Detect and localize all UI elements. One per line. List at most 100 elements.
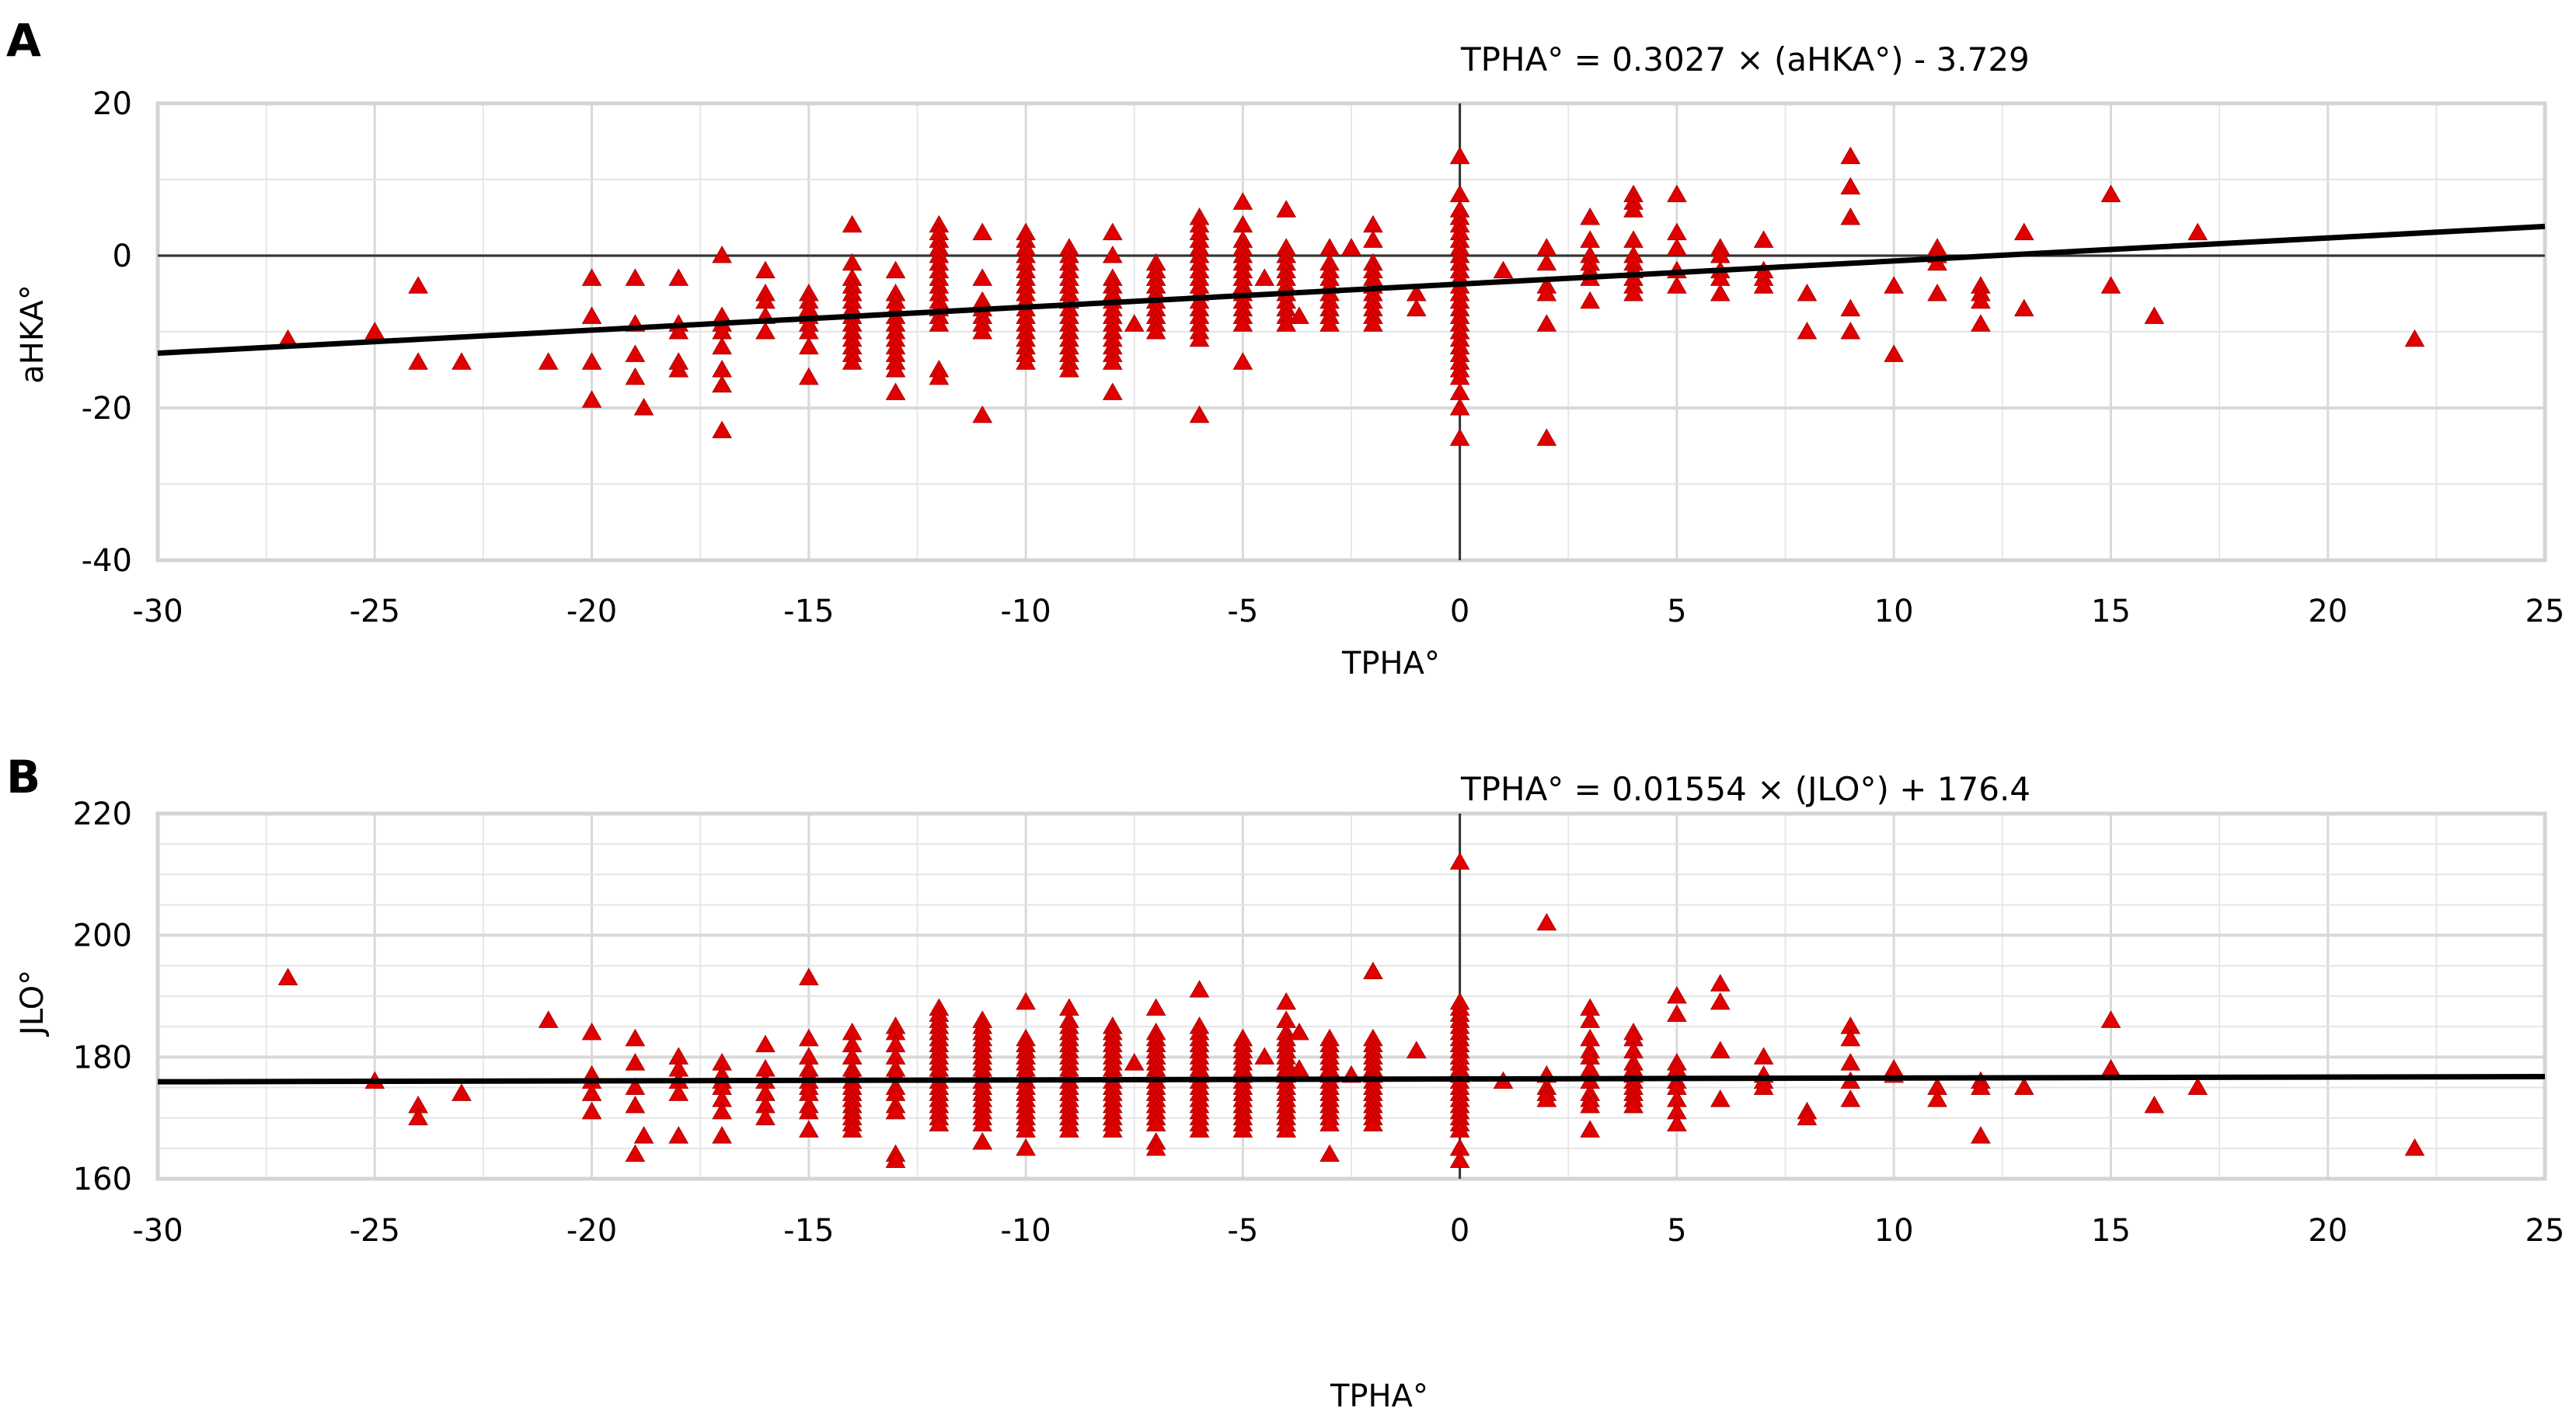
data-point — [2144, 306, 2165, 324]
y-tick-label: 220 — [73, 796, 132, 832]
x-tick-label: 5 — [1667, 594, 1686, 629]
data-point — [1623, 1095, 1644, 1114]
data-point — [1102, 382, 1123, 400]
data-point — [1580, 207, 1601, 225]
plot-area-border — [155, 101, 2547, 563]
x-tick-label: 0 — [1450, 1213, 1469, 1249]
data-point — [1449, 382, 1470, 400]
data-point — [408, 276, 428, 294]
data-point — [1623, 200, 1644, 218]
data-point — [712, 359, 732, 378]
x-tick-labels-a: -30 -25 -20 -15 -10 -5 0 5 10 15 20 25 — [132, 594, 2564, 629]
data-point — [451, 352, 472, 370]
x-tick-label: 5 — [1667, 1213, 1686, 1249]
data-point — [712, 1101, 732, 1120]
data-point — [1623, 283, 1644, 301]
data-point — [1319, 1114, 1340, 1131]
data-point — [1971, 314, 1991, 332]
data-point — [885, 1101, 906, 1120]
data-point — [1884, 276, 1905, 294]
data-point — [1363, 314, 1383, 332]
data-point — [1971, 291, 1991, 309]
data-point — [538, 352, 559, 370]
data-point — [625, 1053, 646, 1071]
data-point — [1276, 992, 1297, 1010]
data-point — [1710, 1089, 1731, 1107]
data-point — [1254, 1047, 1275, 1065]
data-point — [1753, 1077, 1774, 1095]
data-point — [712, 420, 732, 438]
x-tick-label: 20 — [2308, 1213, 2348, 1249]
data-point — [1016, 992, 1036, 1010]
trendline-a-group — [157, 223, 2546, 357]
data-point — [1289, 1022, 1309, 1040]
data-point — [1580, 1120, 1601, 1138]
plot-area-border — [155, 811, 2547, 1181]
data-point — [1102, 1120, 1123, 1138]
data-point — [1840, 1053, 1861, 1071]
data-point — [755, 1034, 776, 1053]
data-point — [625, 367, 646, 385]
data-point — [1449, 397, 1470, 416]
y-tick-label: 160 — [73, 1162, 132, 1197]
data-point — [885, 359, 906, 378]
data-point — [1840, 298, 1861, 317]
data-point — [633, 397, 654, 416]
data-point — [1884, 344, 1905, 362]
data-point — [1102, 222, 1123, 241]
data-point — [972, 222, 993, 241]
data-point — [842, 214, 863, 233]
data-point — [1580, 291, 1601, 309]
data-point — [929, 367, 950, 385]
data-point — [1254, 268, 1275, 286]
data-point — [1623, 230, 1644, 248]
data-point — [1797, 321, 1818, 340]
data-point — [277, 967, 298, 985]
data-point — [1232, 314, 1253, 332]
data-point — [2100, 276, 2121, 294]
data-point — [668, 1083, 689, 1101]
data-point — [1406, 1040, 1427, 1058]
x-tick-label: 0 — [1450, 594, 1469, 629]
data-point — [2187, 1077, 2208, 1095]
data-point — [1059, 1120, 1079, 1138]
data-point — [625, 1095, 646, 1114]
data-point — [1840, 321, 1861, 340]
data-point — [1449, 184, 1470, 203]
data-point — [1667, 184, 1687, 203]
data-point — [1276, 1120, 1297, 1138]
data-point — [1124, 314, 1145, 332]
data-point — [1667, 222, 1687, 241]
data-point — [1232, 1120, 1253, 1138]
x-tick-label: -25 — [350, 594, 400, 629]
data-point — [1667, 985, 1687, 1004]
data-point — [712, 1126, 732, 1144]
equation-a: TPHA° = 0.3027 × (aHKA°) - 3.729 — [1460, 40, 2030, 78]
data-point — [1145, 1114, 1166, 1131]
data-point — [625, 1028, 646, 1047]
points-b — [277, 852, 2425, 1168]
data-point — [2144, 1095, 2165, 1114]
x-tick-labels-b: -30 -25 -20 -15 -10 -5 0 5 10 15 20 25 — [132, 1213, 2564, 1249]
x-axis-title-a: TPHA° — [1341, 646, 1440, 681]
x-tick-label: 10 — [1874, 1213, 1914, 1249]
data-point — [1797, 1107, 1818, 1126]
data-point — [1363, 1114, 1383, 1131]
data-point — [972, 321, 993, 340]
data-point — [712, 245, 732, 263]
data-point — [668, 321, 689, 340]
data-point — [2013, 222, 2034, 241]
data-point — [2013, 1077, 2034, 1095]
x-tick-label: 15 — [2091, 1213, 2131, 1249]
data-point — [1493, 260, 1514, 279]
data-point — [668, 359, 689, 378]
data-point — [1059, 359, 1079, 378]
data-point — [538, 1010, 559, 1028]
data-point — [1145, 321, 1166, 340]
data-point — [798, 1028, 819, 1047]
trendline — [157, 223, 2546, 357]
data-point — [2404, 1138, 2425, 1156]
data-point — [1536, 253, 1557, 271]
panel-label-a: A — [6, 14, 41, 67]
data-point — [929, 314, 950, 332]
